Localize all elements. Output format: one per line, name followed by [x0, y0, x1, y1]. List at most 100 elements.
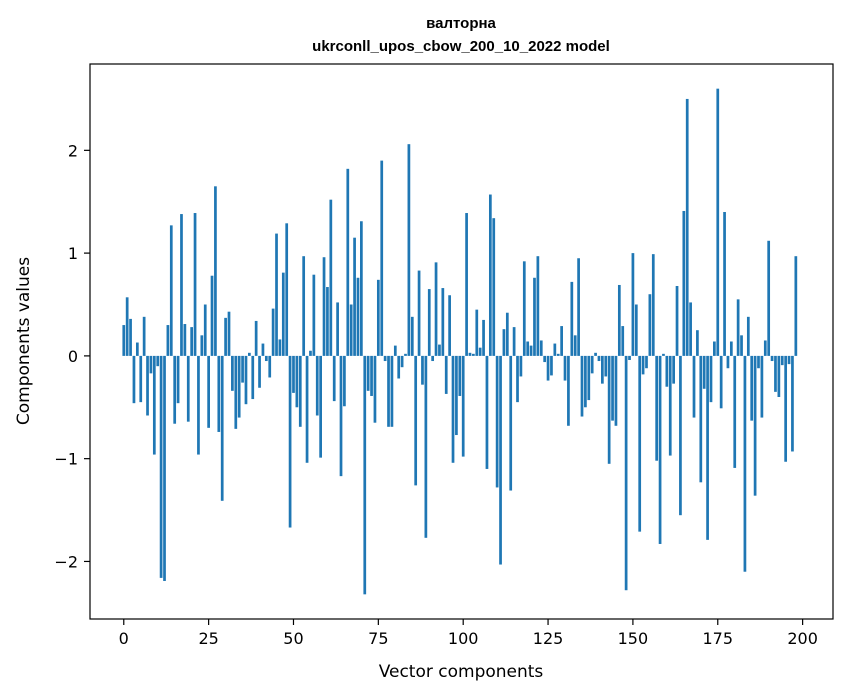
bar-109 [492, 218, 496, 356]
bar-114 [509, 355, 513, 491]
bar-84 [407, 144, 411, 356]
bar-160 [665, 355, 669, 387]
y-axis: −2 −1 0 1 2 [54, 141, 90, 571]
bar-74 [373, 355, 377, 423]
bar-80 [393, 345, 397, 356]
y-tick-label: 0 [68, 347, 78, 366]
bar-56 [312, 274, 316, 356]
bar-120 [529, 345, 533, 356]
bar-118 [522, 261, 526, 356]
bar-111 [499, 355, 502, 565]
bar-38 [251, 355, 255, 400]
bar-123 [539, 340, 543, 356]
bar-136 [584, 355, 587, 408]
bar-30 [224, 317, 227, 356]
bar-119 [526, 341, 530, 356]
bar-112 [502, 329, 506, 356]
bar-98 [455, 355, 458, 436]
bar-82 [400, 355, 404, 368]
bar-14 [169, 225, 173, 356]
bar-180 [733, 355, 737, 468]
bar-70 [360, 221, 363, 356]
bar-145 [614, 355, 618, 426]
bar-46 [278, 339, 282, 356]
bar-106 [482, 319, 485, 356]
bar-41 [261, 343, 265, 356]
bar-16 [176, 355, 180, 404]
bar-68 [353, 237, 356, 356]
bar-190 [767, 240, 771, 356]
bars-group [122, 88, 798, 595]
bar-8 [149, 355, 153, 374]
bar-3 [132, 355, 136, 404]
bar-157 [655, 355, 659, 461]
bar-52 [298, 355, 302, 427]
bar-7 [146, 355, 149, 416]
bar-49 [288, 355, 292, 528]
x-axis-label: Vector components [379, 662, 544, 682]
bar-53 [302, 256, 306, 356]
bar-75 [376, 279, 380, 356]
bar-83 [404, 353, 407, 356]
bar-85 [410, 316, 414, 356]
bar-196 [787, 355, 791, 365]
bar-128 [556, 353, 560, 356]
y-tick-label: 2 [68, 141, 78, 160]
bar-69 [356, 277, 360, 356]
bar-186 [753, 355, 757, 496]
bar-92 [434, 262, 438, 356]
bar-150 [631, 253, 635, 356]
bar-138 [590, 355, 594, 374]
bar-131 [567, 355, 570, 426]
bar-133 [573, 335, 577, 356]
bar-102 [468, 352, 472, 356]
y-tick-label: −1 [54, 450, 78, 469]
bar-29 [220, 355, 224, 501]
bar-151 [634, 304, 638, 356]
bar-50 [292, 355, 295, 393]
x-tick-label: 50 [283, 629, 303, 648]
bar-110 [495, 355, 499, 488]
bar-100 [461, 355, 465, 457]
bar-31 [227, 311, 231, 356]
bar-144 [611, 355, 614, 421]
bar-168 [692, 355, 696, 418]
x-tick-label: 100 [448, 629, 479, 648]
bar-178 [726, 355, 730, 369]
bar-142 [604, 355, 608, 377]
bar-57 [315, 355, 319, 416]
bar-17 [180, 214, 183, 356]
bar-21 [193, 213, 197, 356]
bar-130 [563, 355, 567, 381]
bar-55 [309, 350, 312, 356]
x-axis: 0 25 50 75 100 125 150 175 200 [119, 619, 818, 648]
bar-23 [200, 335, 204, 356]
x-tick-label: 75 [368, 629, 388, 648]
bar-28 [217, 355, 221, 432]
bar-42 [264, 355, 268, 362]
bar-129 [560, 326, 563, 356]
bar-89 [424, 355, 428, 538]
bar-141 [601, 355, 604, 384]
bar-197 [791, 355, 794, 452]
bar-91 [431, 355, 435, 362]
bar-24 [203, 304, 207, 356]
bar-179 [729, 341, 733, 356]
y-tick-label: −2 [54, 552, 78, 571]
bar-6 [142, 316, 146, 356]
bar-64 [339, 355, 343, 477]
bar-121 [533, 277, 536, 356]
bar-47 [281, 272, 285, 356]
bar-59 [322, 257, 326, 356]
bar-115 [512, 327, 516, 356]
bar-44 [271, 308, 275, 356]
bar-88 [421, 355, 424, 385]
bar-35 [241, 355, 244, 383]
bar-158 [658, 355, 662, 544]
bar-39 [254, 320, 258, 356]
bar-192 [774, 355, 777, 392]
bar-78 [387, 355, 390, 427]
x-tick-label: 150 [618, 629, 649, 648]
bar-32 [231, 355, 234, 391]
bar-181 [736, 299, 740, 356]
